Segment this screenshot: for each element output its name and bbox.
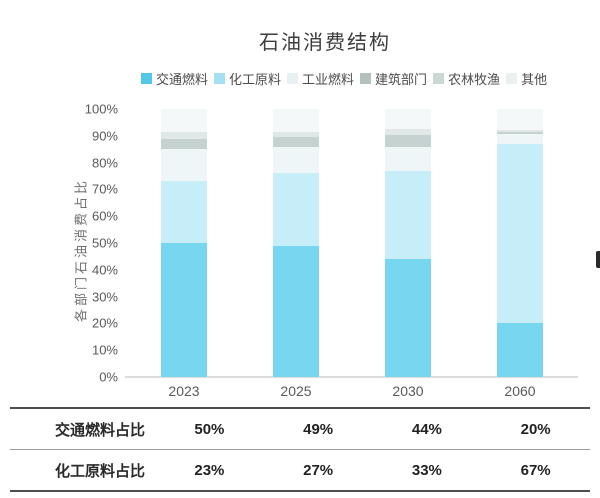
table-row: 化工原料占比 23% 27% 33% 67%	[10, 449, 590, 490]
table-cell-value: 49%	[303, 420, 334, 438]
table-cell-value: 33%	[411, 461, 442, 479]
bar-segment-化工原料	[161, 181, 207, 243]
table-row-label: 交通燃料占比	[55, 421, 146, 439]
legend-item-label: 农林牧渔	[448, 72, 501, 87]
legend-item: 交通燃料	[141, 69, 208, 88]
table-row: 交通燃料占比 50% 49% 44% 20%	[10, 409, 590, 449]
y-tick-label: 50%	[91, 235, 118, 251]
legend-item: 化工原料	[214, 69, 281, 88]
legend: 交通燃料 化工原料 工业燃料 建筑部门 农林牧渔 其他	[141, 69, 547, 88]
bar-segment-其他	[161, 109, 207, 132]
legend-item-label: 其他	[521, 72, 548, 87]
bar-segment-交通燃料	[273, 245, 319, 377]
y-tick-label: 100%	[84, 101, 118, 117]
bar-segment-工业燃料	[273, 146, 319, 174]
legend-item: 工业燃料	[287, 69, 354, 88]
bar-segment-化工原料	[497, 143, 543, 324]
table-cell-value: 27%	[303, 461, 334, 479]
legend-item-label: 建筑部门	[375, 72, 428, 87]
table-cell-value: 23%	[194, 461, 225, 479]
bar-segment-其他	[497, 109, 543, 131]
bar-segment-交通燃料	[385, 259, 431, 377]
y-tick-label: 80%	[91, 155, 118, 171]
stacked-bar-2023	[161, 109, 207, 377]
bar-segment-其他	[273, 109, 319, 132]
bar-segment-农林牧渔	[273, 131, 319, 138]
stacked-bar-2060	[497, 109, 543, 377]
x-axis-label: 2025	[280, 383, 312, 399]
bar-segment-农林牧渔	[161, 131, 207, 139]
y-tick-label: 30%	[91, 289, 118, 305]
x-axis-label: 2030	[392, 383, 424, 399]
bar-segment-交通燃料	[161, 243, 207, 377]
x-axis-line	[125, 376, 578, 378]
x-axis-label: 2023	[168, 383, 200, 399]
x-axis-labels: 2023 2025 2030 2060	[128, 383, 578, 403]
table-row-label: 化工原料占比	[55, 462, 146, 480]
table-cell-value: 50%	[194, 420, 225, 438]
plot-area	[125, 109, 578, 378]
legend-swatch-icon	[214, 73, 226, 84]
y-tick-label: 20%	[91, 315, 118, 331]
bar-segment-建筑部门	[161, 138, 207, 150]
bar-segment-工业燃料	[497, 134, 543, 144]
legend-swatch-icon	[141, 73, 152, 84]
y-tick-label: 0%	[99, 369, 118, 385]
y-axis-ticks: 100% 90% 80% 70% 60% 50% 40% 30% 20% 10% 0%	[40, 102, 118, 385]
bar-segment-化工原料	[273, 173, 319, 246]
legend-item-label: 工业燃料	[302, 72, 355, 87]
legend-item-label: 交通燃料	[156, 72, 209, 87]
bar-segment-工业燃料	[385, 146, 431, 171]
bar-segment-建筑部门	[273, 137, 319, 147]
y-tick-label: 10%	[91, 342, 118, 358]
table-cell-value: 67%	[520, 461, 551, 479]
x-axis-label: 2060	[504, 383, 536, 399]
y-tick-label: 90%	[91, 128, 118, 144]
legend-swatch-icon	[360, 73, 372, 84]
legend-swatch-icon	[433, 73, 445, 84]
legend-item: 建筑部门	[360, 69, 427, 88]
legend-item: 农林牧渔	[433, 69, 500, 88]
bar-segment-交通燃料	[497, 323, 543, 377]
legend-swatch-icon	[506, 73, 518, 84]
y-tick-label: 70%	[91, 181, 118, 197]
bar-segment-化工原料	[385, 170, 431, 260]
bar-segment-其他	[385, 109, 431, 130]
stacked-bar-2025	[273, 109, 319, 377]
bar-segment-建筑部门	[497, 131, 543, 135]
edge-artifact	[596, 251, 600, 268]
y-tick-label: 40%	[91, 262, 118, 278]
table-cell-value: 44%	[411, 420, 442, 438]
chart-title: 石油消费结构	[259, 32, 391, 54]
legend-swatch-icon	[287, 73, 299, 84]
table-cell-value: 20%	[520, 420, 551, 438]
bar-segment-农林牧渔	[385, 129, 431, 135]
bar-segment-农林牧渔	[497, 130, 543, 132]
bar-segment-建筑部门	[385, 134, 431, 147]
legend-item-label: 化工原料	[229, 72, 282, 87]
bar-segment-工业燃料	[161, 149, 207, 182]
legend-item: 其他	[506, 69, 547, 88]
y-tick-label: 60%	[91, 208, 118, 224]
data-table: 交通燃料占比 50% 49% 44% 20% 化工原料占比 23% 27% 33% 67%	[10, 407, 590, 492]
stacked-bar-2030	[385, 109, 431, 377]
